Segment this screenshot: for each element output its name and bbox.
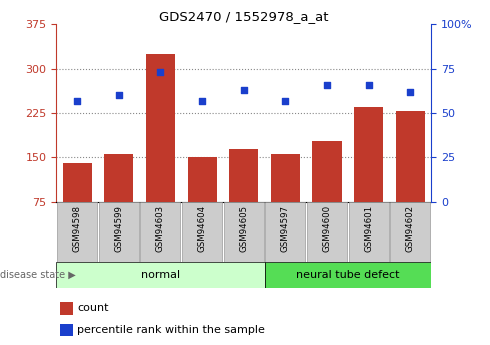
Bar (182, 203, 222, 262)
Bar (349, 203, 389, 262)
Bar (265, 262, 431, 288)
Point (281, 98, 289, 103)
Point (198, 98, 206, 103)
Point (156, 69, 164, 75)
Bar (307, 203, 347, 262)
Bar (188, 157, 217, 202)
Text: GSM94604: GSM94604 (197, 205, 207, 252)
Text: GSM94605: GSM94605 (239, 205, 248, 252)
Point (323, 82, 331, 87)
Text: normal: normal (141, 270, 180, 280)
Text: disease state ▶: disease state ▶ (0, 270, 76, 280)
Bar (391, 203, 430, 262)
Text: GSM94598: GSM94598 (73, 205, 82, 252)
Bar (104, 154, 133, 202)
Point (240, 87, 247, 93)
Text: percentile rank within the sample: percentile rank within the sample (77, 325, 265, 335)
Bar (99, 203, 139, 262)
Bar (63, 163, 92, 202)
Bar (60, 302, 73, 315)
Bar (229, 148, 258, 202)
Text: count: count (77, 303, 108, 313)
Bar (146, 54, 175, 202)
Text: GSM94603: GSM94603 (156, 205, 165, 252)
Bar (396, 111, 425, 202)
Bar (57, 203, 97, 262)
Bar (60, 324, 73, 336)
Point (365, 82, 372, 87)
Text: GSM94597: GSM94597 (281, 205, 290, 252)
Text: neural tube defect: neural tube defect (296, 270, 400, 280)
Title: GDS2470 / 1552978_a_at: GDS2470 / 1552978_a_at (159, 10, 328, 23)
Text: GSM94601: GSM94601 (364, 205, 373, 252)
Text: GSM94600: GSM94600 (322, 205, 332, 252)
Text: GSM94599: GSM94599 (114, 205, 123, 252)
Bar (271, 155, 300, 202)
Bar (56, 262, 265, 288)
Point (73, 98, 81, 103)
Bar (141, 203, 180, 262)
Bar (224, 203, 264, 262)
Text: GSM94602: GSM94602 (406, 205, 415, 252)
Bar (354, 107, 383, 202)
Bar (313, 141, 342, 202)
Bar (266, 203, 305, 262)
Point (115, 92, 122, 98)
Point (406, 89, 414, 95)
